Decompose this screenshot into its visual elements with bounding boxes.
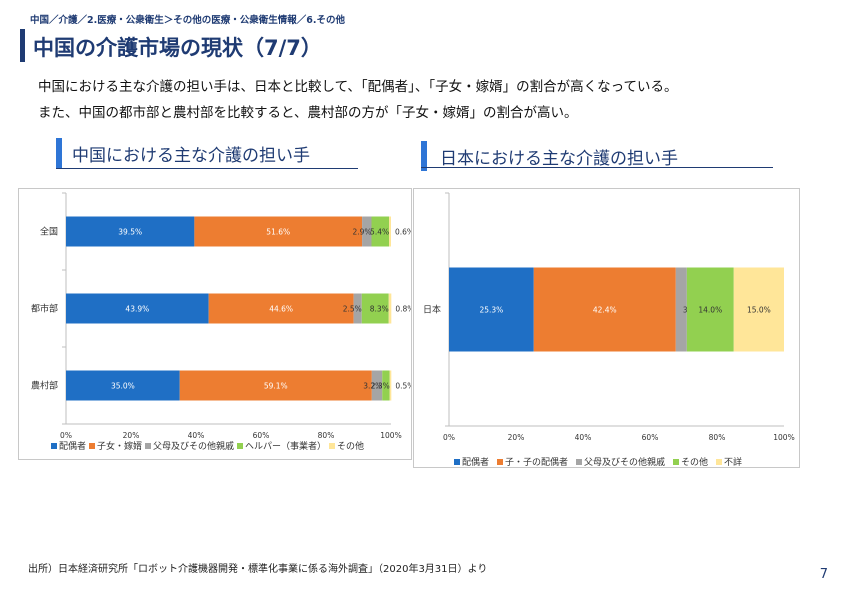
breadcrumb: 中国／介護／2.医療・公衆衛生＞その他の医療・公衆衛生情報／6.その他: [30, 15, 345, 26]
bar-segment: [353, 293, 362, 324]
bar-segment: [66, 216, 195, 247]
page-title: 中国の介護市場の現状（7/7）: [33, 36, 322, 60]
bar-segment: [389, 216, 391, 247]
bar-segment: [371, 370, 383, 401]
legend-swatch: [716, 459, 722, 465]
bar-segment: [371, 216, 390, 247]
x-tick-label: 100%: [773, 433, 794, 442]
data-label: 0.5%: [395, 382, 411, 391]
legend-label: 父母及びその他親戚: [153, 440, 234, 452]
data-label: 2.3%: [371, 382, 390, 391]
legend-label: 配偶者: [59, 440, 86, 452]
data-label: 15.0%: [747, 306, 771, 315]
legend-swatch: [145, 443, 151, 449]
data-label: 14.0%: [698, 306, 722, 315]
china-section-accent: [56, 138, 62, 168]
bar-segment: [733, 267, 784, 352]
legend-swatch: [576, 459, 582, 465]
china-chart-frame: 0% 20% 40% 60% 80% 100% 全国 39.5% 51.6% 2.9% 5.4% 0.…: [18, 188, 414, 460]
data-label: 51.6%: [266, 228, 290, 237]
legend-swatch: [454, 459, 460, 465]
category-label: 全国: [40, 226, 58, 238]
data-label: 2.9%: [353, 228, 372, 237]
x-tick-label: 100%: [380, 431, 401, 440]
bar-segment: [194, 216, 363, 247]
bar-segment: [675, 267, 687, 352]
china-section-title: 中国における主な介護の担い手: [72, 146, 310, 166]
bar-segment: [382, 370, 390, 401]
bar-segment: [389, 370, 392, 401]
x-tick-label: 40%: [188, 431, 205, 440]
legend-swatch: [329, 443, 335, 449]
x-tick-label: 60%: [642, 433, 659, 442]
data-label: 42.4%: [593, 306, 617, 315]
china-section-underline: [56, 168, 358, 169]
legend-label: 不詳: [724, 456, 742, 467]
page-number: 7: [819, 567, 828, 582]
category-label: 日本: [423, 304, 441, 316]
x-tick-label: 60%: [253, 431, 270, 440]
intro-line-1: 中国における主な介護の担い手は、日本と比較して、「配偶者」、「子女・嫁婿」の割合…: [38, 79, 678, 95]
data-label: 0.8%: [395, 305, 411, 314]
legend-swatch: [89, 443, 95, 449]
data-label: 0.6%: [395, 228, 411, 237]
bar-segment: [66, 370, 180, 401]
x-tick-label: 80%: [318, 431, 335, 440]
category-label: 都市部: [31, 303, 58, 315]
x-tick-label: 40%: [575, 433, 592, 442]
legend-label: 父母及びその他親戚: [584, 456, 665, 467]
bar-segment: [66, 293, 209, 324]
legend-label: 子・子の配偶者: [505, 456, 568, 467]
data-label: 25.3%: [479, 306, 503, 315]
bar-segment: [388, 293, 392, 324]
title-accent-bar: [20, 29, 25, 62]
bar-segment: [208, 293, 354, 324]
data-label: 3.2%: [363, 382, 382, 391]
data-label: 8.3%: [370, 305, 389, 314]
data-label: 5.4%: [370, 228, 389, 237]
intro-line-2: また、中国の都市部と農村部を比較すると、農村部の方が「子女・嫁婿」の割合が高い。: [38, 105, 578, 121]
data-label: 2.5%: [343, 305, 362, 314]
legend-label: 子女・嫁婿: [97, 440, 142, 452]
category-label: 農村部: [31, 380, 58, 392]
legend-swatch: [673, 459, 679, 465]
x-tick-label: 0%: [60, 431, 72, 440]
japan-stacked-bar-chart: 0%20%40%60%80%100%日本25.3%42.4%3.3%14.0%1…: [423, 192, 795, 468]
bar-segment: [449, 267, 534, 352]
x-tick-label: 20%: [508, 433, 525, 442]
legend-swatch: [237, 443, 243, 449]
legend-label: その他: [337, 440, 364, 452]
japan-section-underline: [421, 167, 773, 168]
legend-swatch: [51, 443, 57, 449]
bar-segment: [179, 370, 372, 401]
source-note: 出所）日本経済研究所「ロボット介護機器開発・標準化事業に係る海外調査」（2020…: [28, 564, 488, 575]
legend-label: 配偶者: [462, 456, 489, 467]
japan-section-accent: [421, 141, 427, 171]
bar-segment: [686, 267, 734, 352]
x-tick-label: 0%: [443, 433, 455, 442]
data-label: 39.5%: [118, 228, 142, 237]
x-tick-label: 80%: [709, 433, 726, 442]
legend-swatch: [497, 459, 503, 465]
data-label: 59.1%: [264, 382, 288, 391]
legend-label: その他: [681, 456, 708, 467]
japan-chart-frame: 0%20%40%60%80%100%日本25.3%42.4%3.3%14.0%1…: [413, 188, 800, 468]
x-tick-label: 20%: [123, 431, 140, 440]
data-label: 43.9%: [125, 305, 149, 314]
data-label: 35.0%: [111, 382, 135, 391]
china-stacked-bar-chart: 0% 20% 40% 60% 80% 100% 全国 39.5% 51.6% 2.9%5.4% 0.…: [31, 192, 414, 452]
data-label: 44.6%: [269, 305, 293, 314]
japan-section-title: 日本における主な介護の担い手: [440, 149, 678, 169]
legend-label: ヘルパー（事業者）: [245, 440, 326, 452]
bar-segment: [361, 293, 389, 324]
bar-segment: [533, 267, 676, 352]
bar-segment: [362, 216, 372, 247]
